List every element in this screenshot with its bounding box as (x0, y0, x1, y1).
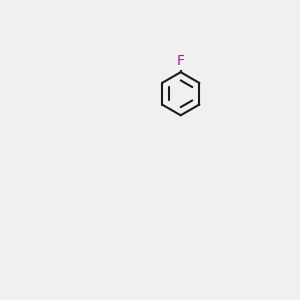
Text: F: F (177, 54, 185, 68)
